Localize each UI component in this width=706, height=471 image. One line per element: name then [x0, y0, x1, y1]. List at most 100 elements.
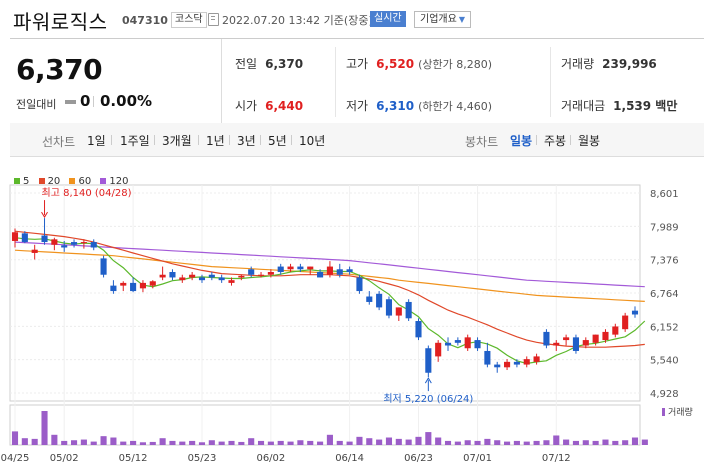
volume-bar	[317, 441, 324, 445]
x-tick-label: 07/12	[542, 453, 571, 464]
volume-bar	[228, 440, 235, 445]
candle-chart-label: 봉차트	[465, 135, 499, 149]
candle-body	[464, 337, 471, 349]
series-line-ma120	[14, 241, 645, 288]
candle-body	[592, 334, 599, 343]
candle-body	[454, 340, 461, 343]
candle-body	[553, 342, 560, 346]
volume-bar	[198, 442, 206, 445]
volume-bar	[70, 440, 78, 445]
candle-body	[179, 277, 186, 281]
change-percent: 0.00%	[100, 92, 153, 110]
volume-bar	[622, 440, 629, 445]
volume-bar	[543, 440, 550, 445]
volume-bar	[641, 439, 648, 445]
range-1w[interactable]: 1주일	[120, 134, 150, 148]
y-tick-label: 6,152	[650, 322, 679, 333]
candle-body	[287, 266, 294, 270]
volume-bar	[90, 441, 97, 445]
candle-body	[149, 281, 156, 286]
divider	[154, 135, 155, 145]
candle-body	[474, 340, 481, 349]
candle-body	[533, 356, 540, 362]
volume-bar	[631, 437, 639, 445]
volume-bar	[110, 437, 117, 445]
volume-bar	[415, 436, 422, 445]
range-3m[interactable]: 3개월	[162, 134, 192, 148]
quote-timestamp: 2022.07.20 13:42 기준(장중)	[222, 14, 373, 27]
volume-bar	[149, 441, 156, 445]
document-icon	[208, 13, 219, 26]
candle-body	[198, 277, 206, 281]
candle-body	[444, 342, 452, 346]
legend-swatch-ma20	[38, 178, 45, 184]
candle-daily[interactable]: 일봉	[510, 134, 533, 148]
legend-swatch-ma60	[69, 178, 76, 184]
series-line-ma5	[14, 237, 646, 365]
stat-high: 고가 6,520 (상한가 8,280)	[346, 55, 492, 72]
volume-bar	[218, 441, 225, 445]
volume-bar	[513, 440, 520, 445]
range-1d[interactable]: 1일	[87, 134, 106, 148]
candle-body	[139, 282, 146, 289]
candle-body	[248, 269, 255, 275]
stat-volume: 거래량 239,996	[561, 55, 657, 72]
volume-bar	[474, 440, 481, 445]
candle-weekly[interactable]: 주봉	[544, 134, 567, 148]
candle-body	[405, 301, 412, 319]
volume-bar	[336, 440, 343, 445]
volume-bar	[326, 434, 333, 445]
volume-bar	[346, 441, 353, 445]
candle-body	[494, 364, 501, 368]
candle-body	[346, 269, 353, 273]
range-1y[interactable]: 1년	[206, 134, 225, 148]
volume-bar	[139, 442, 146, 445]
candle-body	[208, 274, 215, 278]
volume-bar	[484, 438, 491, 445]
volume-bar	[592, 440, 599, 445]
stat-label: 고가	[346, 57, 369, 71]
range-10y[interactable]: 10년	[299, 134, 326, 148]
candle-body	[21, 233, 28, 243]
range-3y[interactable]: 3년	[237, 134, 256, 148]
candle-body	[120, 282, 127, 286]
candle-body	[563, 337, 570, 341]
volume-bar	[553, 435, 560, 445]
volume-bar	[169, 440, 176, 445]
divider	[570, 135, 571, 145]
high-arrow-head	[41, 211, 48, 219]
candle-monthly[interactable]: 월봉	[578, 134, 601, 148]
volume-bar	[425, 432, 432, 445]
divider	[229, 135, 230, 145]
candle-body	[70, 242, 78, 245]
volume-bar	[444, 440, 452, 445]
company-info-dropdown[interactable]: 기업개요 ▼	[414, 11, 471, 28]
candle-body	[159, 274, 166, 278]
candle-body	[484, 350, 491, 365]
candle-body	[435, 342, 442, 357]
x-tick-label: 05/02	[50, 453, 79, 464]
x-tick-label: 06/14	[335, 453, 364, 464]
stat-amount: 거래대금 1,539 백만	[561, 97, 677, 114]
current-price: 6,370	[16, 53, 103, 86]
divider	[291, 135, 292, 145]
range-5y[interactable]: 5년	[268, 134, 287, 148]
volume-bar	[277, 440, 284, 445]
y-tick-label: 5,540	[650, 356, 679, 367]
volume-bar	[395, 438, 402, 445]
candle-body	[100, 258, 107, 275]
divider	[550, 47, 551, 117]
volume-bar	[31, 438, 38, 445]
upper-limit: (상한가 8,280)	[418, 58, 492, 71]
candle-body	[307, 266, 314, 270]
legend-ma120: 120	[109, 176, 129, 187]
realtime-button[interactable]: 실시간	[370, 11, 406, 27]
divider	[198, 135, 199, 145]
legend-ma5: 5	[23, 176, 30, 187]
candle-body	[189, 274, 196, 278]
y-tick-label: 7,376	[650, 256, 679, 267]
volume-bar	[179, 441, 186, 445]
stat-label: 거래대금	[561, 99, 606, 113]
volume-bar	[61, 440, 68, 445]
plot-frame	[9, 184, 641, 402]
